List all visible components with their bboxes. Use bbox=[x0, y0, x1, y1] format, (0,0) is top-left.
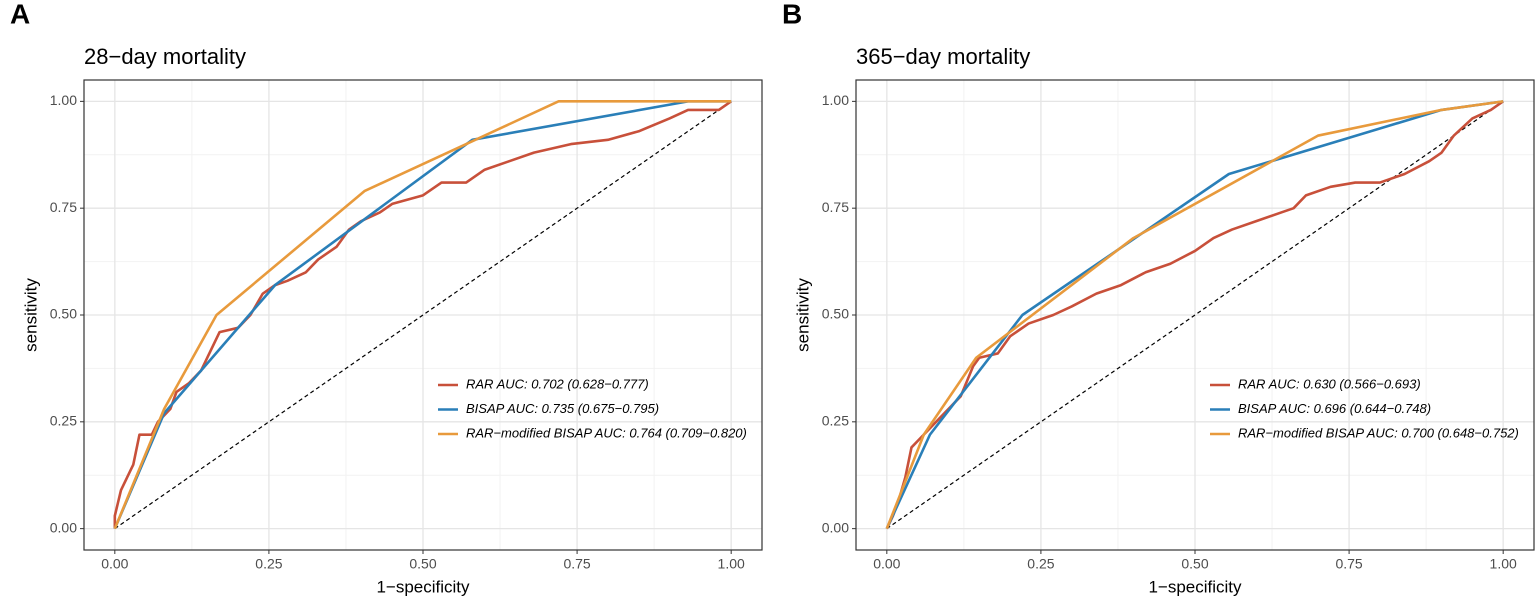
x-tick-label: 0.50 bbox=[409, 556, 436, 572]
y-tick-label: 1.00 bbox=[822, 92, 849, 108]
panel-label: A bbox=[10, 0, 30, 29]
y-tick-label: 0.50 bbox=[822, 306, 849, 322]
y-tick-label: 1.00 bbox=[50, 92, 77, 108]
y-tick-label: 0.75 bbox=[50, 199, 77, 215]
y-axis-title: sensitivity bbox=[793, 278, 812, 352]
legend-label: BISAP AUC: 0.696 (0.644−0.748) bbox=[1238, 401, 1431, 416]
y-tick-label: 0.50 bbox=[50, 306, 77, 322]
x-tick-label: 1.00 bbox=[718, 556, 745, 572]
roc-curve bbox=[885, 100, 1504, 530]
legend-label: RAR AUC: 0.630 (0.566−0.693) bbox=[1238, 376, 1421, 391]
x-tick-label: 0.00 bbox=[873, 556, 900, 572]
roc-curve bbox=[113, 100, 732, 530]
x-tick-label: 0.50 bbox=[1181, 556, 1208, 572]
legend-label: RAR−modified BISAP AUC: 0.700 (0.648−0.7… bbox=[1238, 425, 1519, 440]
plot-border bbox=[83, 79, 763, 551]
chart-title: 28−day mortality bbox=[84, 44, 246, 69]
y-axis-title: sensitivity bbox=[21, 278, 40, 352]
x-tick-label: 0.75 bbox=[1335, 556, 1362, 572]
legend-label: BISAP AUC: 0.735 (0.675−0.795) bbox=[466, 401, 659, 416]
y-tick-label: 0.75 bbox=[822, 199, 849, 215]
reference-diagonal bbox=[114, 100, 732, 530]
x-tick-label: 0.00 bbox=[101, 556, 128, 572]
plot-border bbox=[855, 79, 1535, 551]
x-tick-label: 1.00 bbox=[1490, 556, 1517, 572]
reference-diagonal bbox=[886, 100, 1504, 530]
legend-label: RAR−modified BISAP AUC: 0.764 (0.709−0.8… bbox=[466, 425, 747, 440]
roc-curve bbox=[885, 100, 1504, 530]
y-tick-label: 0.25 bbox=[50, 413, 77, 429]
y-tick-label: 0.00 bbox=[50, 519, 77, 535]
legend-label: RAR AUC: 0.702 (0.628−0.777) bbox=[466, 376, 649, 391]
y-tick-label: 0.00 bbox=[822, 519, 849, 535]
chart-title: 365−day mortality bbox=[856, 44, 1030, 69]
x-tick-label: 0.25 bbox=[255, 556, 282, 572]
roc-curve bbox=[113, 100, 732, 529]
x-tick-label: 0.25 bbox=[1027, 556, 1054, 572]
panel-label: B bbox=[782, 0, 802, 29]
x-tick-label: 0.75 bbox=[563, 556, 590, 572]
x-axis-title: 1−specificity bbox=[376, 577, 470, 596]
x-axis-title: 1−specificity bbox=[1148, 577, 1242, 596]
y-tick-label: 0.25 bbox=[822, 413, 849, 429]
